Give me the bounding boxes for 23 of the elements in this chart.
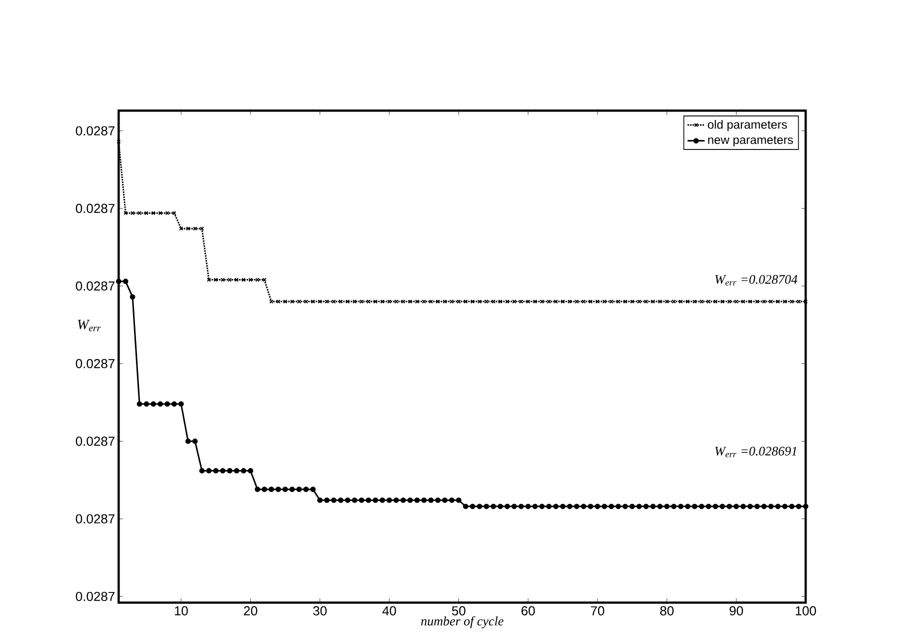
y-tick-label: 0.0287 [76, 359, 114, 368]
x-tick-label: 80 [660, 606, 674, 616]
y-tick-label: 0.0287 [76, 126, 114, 136]
x-tick-label: 100 [796, 606, 816, 616]
legend-label: old parameters [708, 120, 787, 132]
y-tick-label: 0.0287 [76, 436, 114, 446]
x-tick-label: 20 [244, 606, 258, 616]
y-tick-label: 0.0287 [76, 204, 114, 214]
annotation: W$_{err}$ =0.028691 [715, 446, 796, 458]
x-tick-label: 70 [590, 606, 604, 616]
y-axis-title: W$_{err}$ [78, 320, 101, 332]
y-tick-label: 0.0287 [76, 281, 114, 291]
legend-label: new parameters [708, 136, 793, 146]
x-axis-title: number of cycle [421, 616, 504, 628]
x-tick-label: 30 [313, 606, 327, 616]
x-tick-label: 40 [382, 606, 396, 616]
x-tick-label: 60 [522, 606, 535, 616]
x-tick-label: 10 [174, 606, 188, 616]
x-tick-label: 50 [452, 606, 466, 616]
y-tick-label: 0.0287 [76, 592, 114, 602]
y-tick-label: 0.0287 [76, 514, 114, 524]
annotation: W$_{err}$ =0.028704 [715, 275, 798, 286]
x-tick-label: 90 [730, 606, 744, 616]
